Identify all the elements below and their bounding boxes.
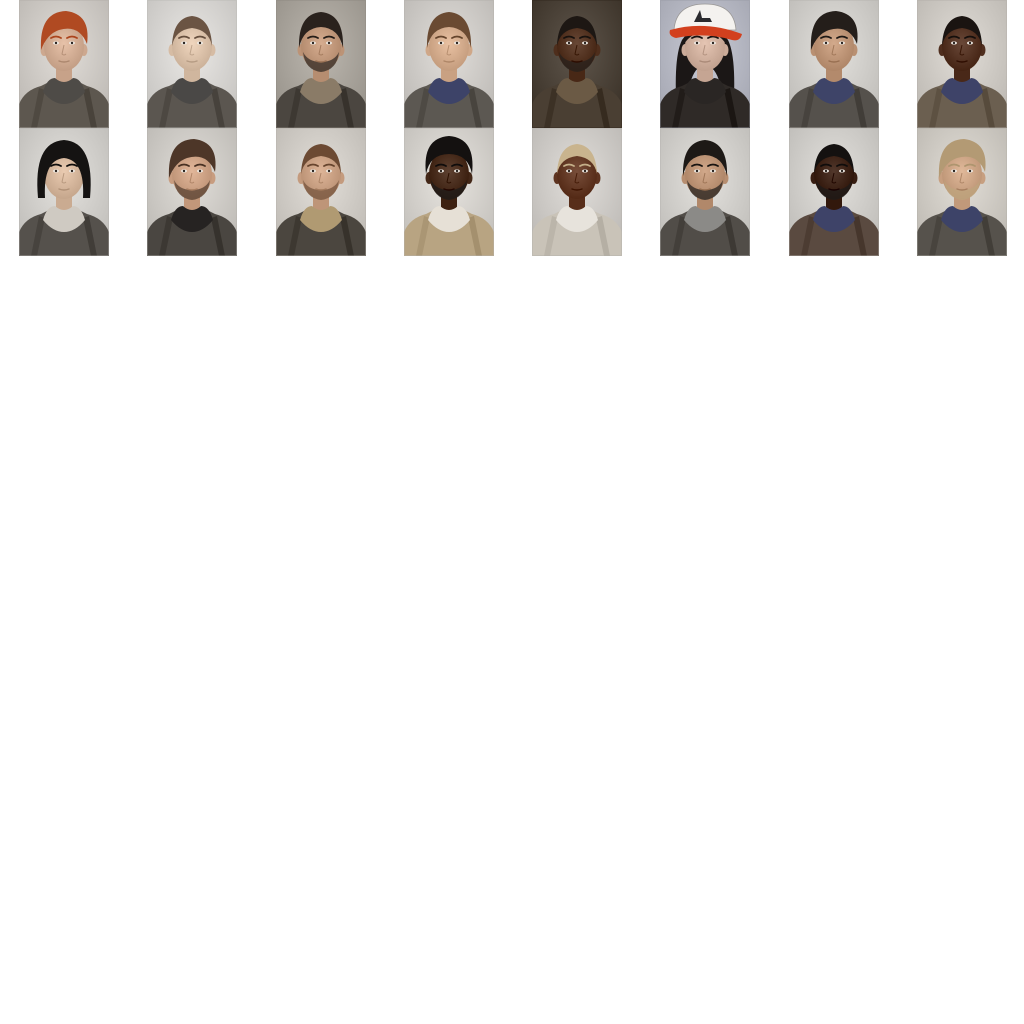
hair <box>557 144 598 174</box>
baseball-cap <box>670 3 743 41</box>
portrait-image <box>532 0 623 128</box>
character-portrait-grid <box>19 0 1008 256</box>
character-portrait[interactable] <box>788 128 879 256</box>
collar <box>812 78 855 104</box>
hair <box>37 140 91 198</box>
collar <box>556 206 599 232</box>
collar <box>43 78 85 104</box>
character-portrait[interactable] <box>917 0 1008 128</box>
hair <box>557 16 598 46</box>
character-portrait[interactable] <box>147 128 238 256</box>
portrait-image <box>917 128 1008 256</box>
portrait-image <box>917 0 1008 128</box>
hair <box>810 11 858 50</box>
collar <box>299 78 342 104</box>
collar <box>941 206 984 232</box>
collar <box>684 206 727 232</box>
character-portrait[interactable] <box>660 0 751 128</box>
collar <box>171 206 214 232</box>
character-portrait[interactable] <box>917 128 1008 256</box>
portrait-image <box>788 0 879 128</box>
hair <box>298 12 343 48</box>
portrait-image <box>275 128 366 256</box>
character-portrait[interactable] <box>19 128 109 256</box>
character-portrait[interactable] <box>788 0 879 128</box>
hair <box>683 140 728 176</box>
collar <box>941 78 984 104</box>
hair <box>425 136 473 174</box>
portrait-image <box>788 128 879 256</box>
hair <box>40 11 88 50</box>
collar <box>684 78 727 104</box>
portrait-image <box>532 128 623 256</box>
portrait-image <box>660 128 751 256</box>
collar <box>43 206 85 232</box>
hair <box>172 16 213 46</box>
collar <box>556 78 599 104</box>
character-portrait[interactable] <box>532 0 623 128</box>
portrait-image <box>147 128 238 256</box>
portrait-image <box>403 128 494 256</box>
character-portrait[interactable] <box>19 0 109 128</box>
collar <box>427 206 470 232</box>
character-portrait[interactable] <box>275 128 366 256</box>
character-portrait[interactable] <box>147 0 238 128</box>
portrait-image <box>19 128 109 256</box>
portrait-image <box>147 0 238 128</box>
character-portrait[interactable] <box>660 128 751 256</box>
hair <box>938 139 986 178</box>
collar <box>427 78 470 104</box>
collar <box>171 78 214 104</box>
portrait-image <box>660 0 751 128</box>
character-portrait[interactable] <box>403 128 494 256</box>
hair <box>813 144 854 174</box>
collar <box>299 206 342 232</box>
collar <box>812 206 855 232</box>
portrait-image <box>403 0 494 128</box>
hair <box>942 16 983 46</box>
character-portrait[interactable] <box>275 0 366 128</box>
hair <box>300 144 341 174</box>
character-portrait[interactable] <box>403 0 494 128</box>
portrait-image <box>19 0 109 128</box>
hair <box>169 139 216 178</box>
character-portrait[interactable] <box>532 128 623 256</box>
portrait-image <box>275 0 366 128</box>
hair <box>426 12 471 48</box>
